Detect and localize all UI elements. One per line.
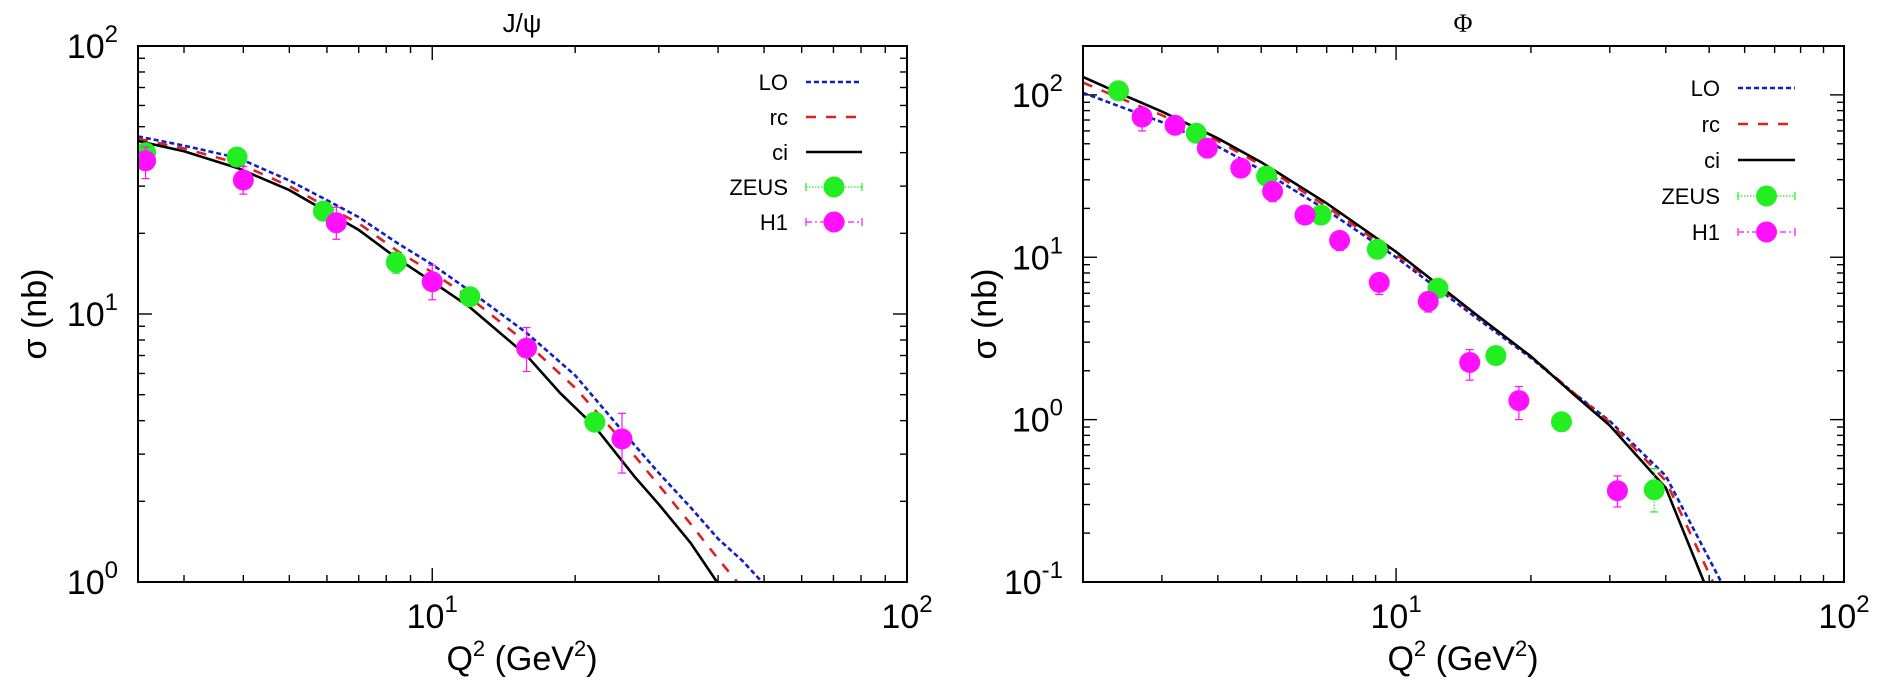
legend-marker (1756, 185, 1777, 207)
legend-label: rc (770, 105, 788, 130)
legend-label: ci (1704, 148, 1720, 173)
data-point-h1 (232, 169, 254, 191)
data-point-zeus (584, 411, 606, 433)
legend-item-rc: rc (1702, 112, 1795, 137)
legend-item-h1: H1 (1692, 220, 1796, 245)
data-point-h1 (1164, 114, 1186, 136)
legend-label: ZEUS (729, 175, 788, 200)
data-point-zeus (385, 251, 407, 273)
panel-phi: Φ σ (nb) Q2 (GeV2) 101 102 10-1 100 101 102 L… (966, 9, 1870, 678)
x-tick-label: 101 (407, 591, 458, 636)
legend-label: H1 (1692, 220, 1720, 245)
series-points-h1 (138, 146, 633, 474)
legend-marker (823, 211, 845, 233)
data-point-zeus (1107, 80, 1129, 102)
series-line-rc (1083, 81, 1715, 582)
data-point-h1 (1230, 157, 1252, 179)
legend-item-lo: LO (1691, 76, 1795, 101)
y-tick-label: 102 (1012, 70, 1063, 115)
data-point-h1 (1196, 137, 1218, 159)
data-point-zeus (1185, 122, 1207, 144)
legend-item-ci: ci (772, 140, 862, 165)
y-tick-label: 102 (67, 21, 118, 66)
legend-item-ci: ci (1704, 148, 1795, 173)
legend-label: rc (1702, 112, 1720, 137)
data-point-h1 (1131, 106, 1153, 128)
data-point-zeus (1485, 345, 1507, 367)
series-line-rc (138, 137, 739, 582)
legend-label: LO (1691, 76, 1720, 101)
data-point-h1 (138, 150, 157, 172)
data-point-h1 (325, 212, 347, 234)
plot-frame (1082, 45, 1845, 583)
data-point-zeus (1310, 204, 1332, 226)
data-point-zeus (226, 146, 248, 168)
x-tick-label: 101 (1370, 591, 1421, 636)
x-axis-label: Q2 (GeV2) (446, 636, 597, 678)
data-point-zeus (1550, 411, 1572, 433)
series-line-lo (1083, 91, 1723, 582)
legend-item-zeus: ZEUS (729, 175, 863, 200)
data-point-h1 (421, 271, 443, 293)
series-points-zeus (1107, 80, 1665, 513)
series-points-h1 (1131, 106, 1628, 508)
y-tick-label: 101 (1012, 232, 1063, 277)
data-point-h1 (1417, 290, 1439, 312)
legend: LO rc ci ZEUS H1 (1661, 76, 1796, 245)
data-point-zeus (1643, 479, 1665, 501)
data-point-h1 (516, 337, 538, 359)
data-point-zeus (1366, 238, 1388, 260)
series-line-ci (1083, 75, 1706, 582)
legend-marker (1756, 221, 1777, 243)
legend-marker (823, 176, 845, 198)
legend-item-lo: LO (759, 70, 862, 95)
y-axis-label: σ (nb) (966, 269, 1004, 360)
data-point-h1 (611, 428, 633, 450)
data-point-zeus (459, 286, 481, 308)
y-tick-label: 101 (67, 289, 118, 334)
y-tick-label: 100 (1012, 395, 1063, 440)
chart-title: J/ψ (503, 8, 542, 38)
panel-jpsi: J/ψ σ (nb) Q2 (GeV2) 101 102 100 101 102 LO r… (16, 8, 933, 678)
plot-area: 101 102 100 101 102 (67, 21, 933, 636)
data-point-h1 (1294, 204, 1316, 226)
data-point-h1 (1262, 180, 1284, 202)
data-point-h1 (1329, 229, 1351, 251)
data-point-h1 (1368, 271, 1390, 293)
series-line-ci (138, 139, 719, 582)
legend-item-h1: H1 (760, 210, 863, 235)
series-layer (138, 135, 763, 582)
y-ticks (1083, 45, 1844, 583)
legend-item-rc: rc (770, 105, 862, 130)
y-axis-label: σ (nb) (16, 269, 54, 360)
legend-label: LO (759, 70, 788, 95)
legend-item-zeus: ZEUS (1661, 184, 1796, 209)
legend: LO rc ci ZEUS H1 (729, 70, 863, 235)
series-points-zeus (138, 142, 606, 433)
legend-label: ZEUS (1661, 184, 1720, 209)
legend-label: ci (772, 140, 788, 165)
chart-title: Φ (1453, 9, 1472, 38)
x-axis-label: Q2 (GeV2) (1387, 636, 1538, 678)
x-tick-label: 102 (881, 591, 932, 636)
y-ticks (138, 45, 907, 583)
data-point-h1 (1606, 480, 1628, 502)
x-ticks (183, 46, 908, 582)
data-point-h1 (1459, 351, 1481, 373)
legend-label: H1 (760, 210, 788, 235)
plot-area: 101 102 10-1 100 101 102 (1004, 45, 1870, 636)
series-layer (1083, 75, 1723, 582)
data-point-h1 (1508, 390, 1530, 412)
plot-frame (137, 45, 908, 583)
x-tick-label: 102 (1818, 591, 1869, 636)
y-tick-label: 100 (67, 557, 118, 602)
y-tick-label: 10-1 (1004, 557, 1063, 602)
